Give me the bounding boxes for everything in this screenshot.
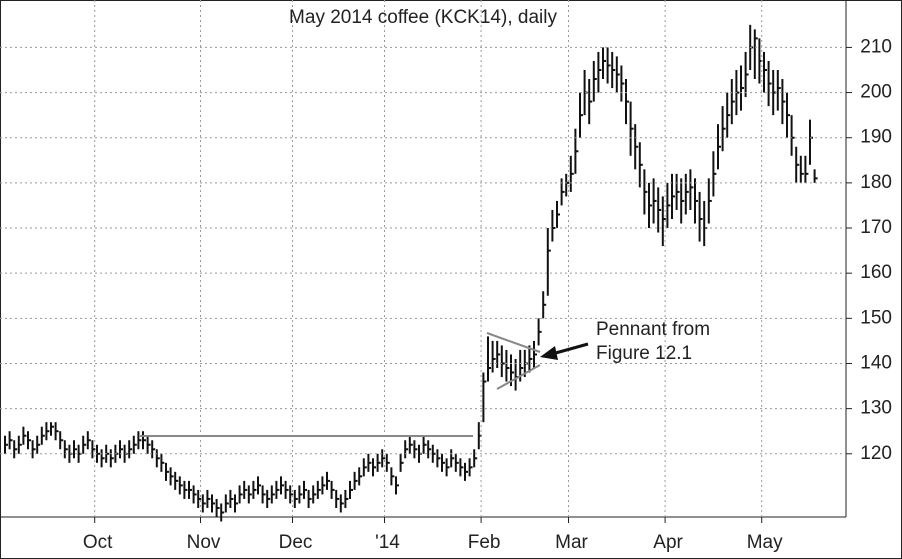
pennant-lower [496,364,541,390]
y-tick-label: 190 [860,127,892,148]
x-tick-label: Oct [83,532,113,553]
y-tick-label: 120 [860,443,892,464]
x-tick-label: Nov [187,532,221,553]
y-tick-label: 160 [860,262,892,283]
y-tick-label: 170 [860,217,892,238]
y-tick-label: 140 [860,352,892,373]
annotation-arrow [551,342,589,356]
x-tick-label: Feb [468,532,501,553]
y-tick-label: 200 [860,82,892,103]
pennant-upper [486,332,541,353]
x-tick-label: '14 [375,532,400,553]
y-tick-label: 150 [860,307,892,328]
annotation: Pennant from [596,319,710,340]
annotation: Figure 12.1 [596,343,692,364]
x-tick-label: May [747,532,783,553]
y-tick-label: 130 [860,398,892,419]
x-tick-label: Apr [653,532,683,553]
x-tick-label: Mar [555,532,588,553]
y-tick-label: 210 [860,36,892,57]
y-tick-label: 180 [860,172,892,193]
annotation-arrowhead [540,346,558,360]
chart-title: May 2014 coffee (KCK14), daily [289,7,557,28]
x-tick-label: Dec [279,532,313,553]
